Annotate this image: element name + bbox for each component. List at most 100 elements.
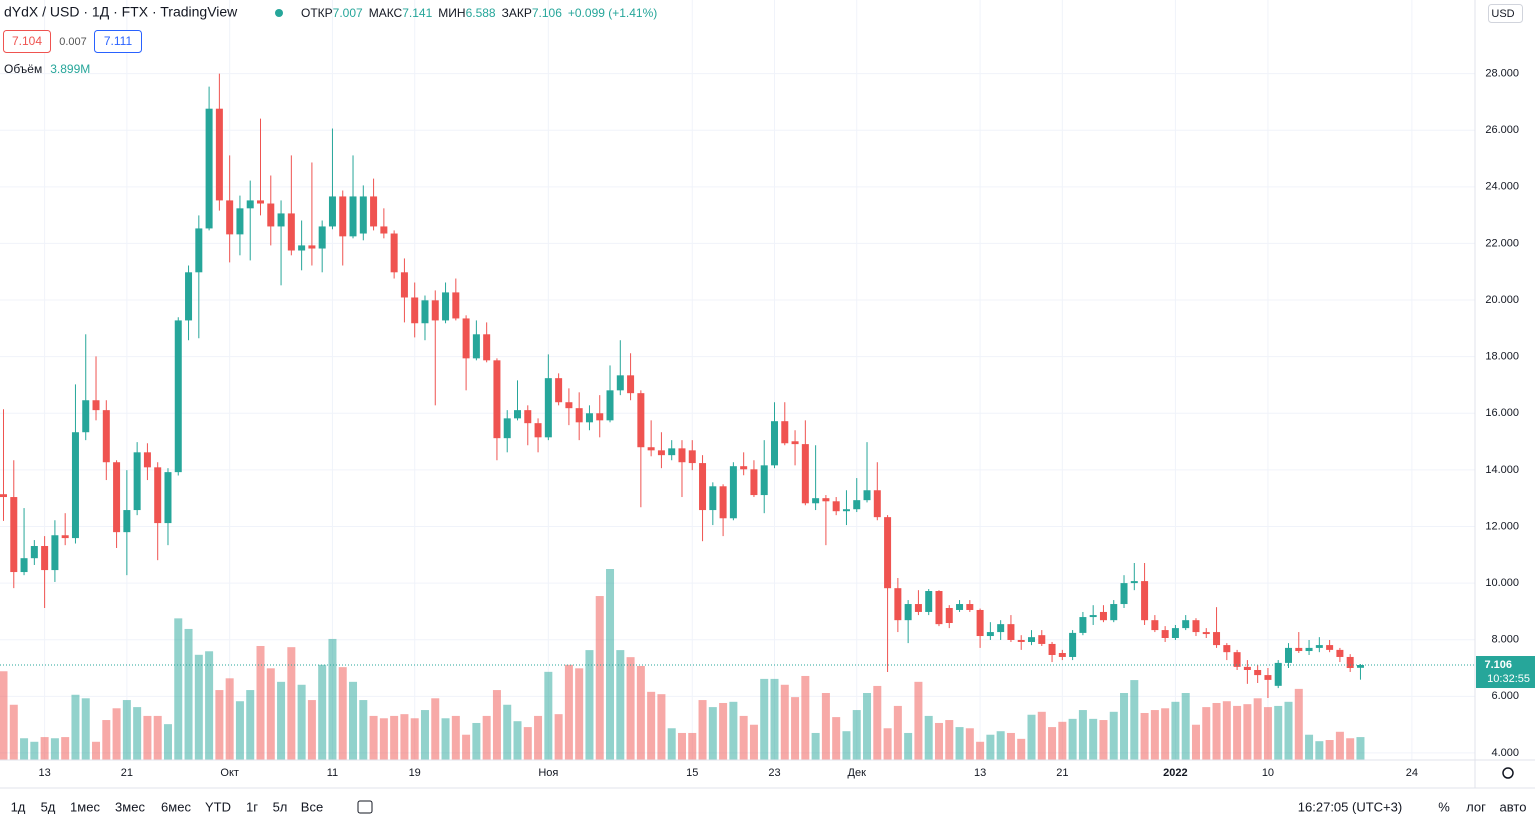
- range-button[interactable]: 5л: [273, 799, 288, 814]
- candle-body: [0, 494, 7, 498]
- candle-body: [30, 546, 38, 559]
- y-tick-label: 6.000: [1491, 690, 1519, 702]
- market-status[interactable]: [275, 9, 283, 17]
- candle-body: [606, 390, 614, 421]
- volume-bar: [626, 657, 635, 760]
- candle-body: [1069, 632, 1077, 657]
- range-button[interactable]: 5д: [41, 799, 56, 814]
- range-button[interactable]: 1г: [246, 799, 258, 814]
- candle-body: [781, 421, 789, 444]
- range-button[interactable]: 6мес: [161, 799, 191, 814]
- volume-bar: [71, 694, 80, 760]
- y-tick-label: 24.000: [1485, 181, 1519, 193]
- volume-bar: [688, 732, 697, 760]
- candle-body: [760, 465, 768, 496]
- volume-bar: [585, 650, 594, 760]
- volume-bar: [420, 710, 429, 760]
- candle-body: [822, 498, 830, 502]
- volume-bar: [1356, 737, 1365, 760]
- volume-bar: [102, 720, 111, 760]
- volume-bar: [677, 732, 686, 760]
- candle-body: [863, 490, 871, 501]
- volume-bar: [606, 569, 615, 760]
- candle-body: [914, 604, 922, 612]
- volume-bar: [462, 734, 471, 760]
- candle-body: [1305, 647, 1313, 652]
- y-tick-label: 12.000: [1485, 520, 1519, 532]
- ask: 7.111: [104, 34, 133, 48]
- ohlc-legend: ОТКР7.007 МАКС7.141 МИН6.588 ЗАКР7.106 +0.09…: [301, 6, 657, 20]
- volume-bar: [50, 738, 59, 760]
- candle-body: [195, 228, 203, 273]
- y-tick-label: 4.000: [1491, 747, 1519, 759]
- volume-bar: [1048, 727, 1057, 760]
- currency-button[interactable]: [1488, 4, 1523, 23]
- volume-bar: [934, 722, 943, 760]
- value: 3.899M: [50, 62, 90, 76]
- volume-bar: [61, 737, 70, 760]
- volume-bar: [873, 685, 882, 760]
- price-label: 7.106: [1484, 659, 1512, 671]
- range-button[interactable]: Все: [301, 799, 323, 814]
- range-button[interactable]: 1д: [11, 799, 26, 814]
- candle-body: [966, 604, 974, 610]
- candle-body: [524, 410, 532, 424]
- candle-body: [41, 546, 49, 571]
- volume-bar: [235, 701, 244, 760]
- volume-bar: [297, 684, 306, 760]
- volume-bar: [883, 728, 892, 760]
- volume-bar: [1274, 705, 1283, 760]
- volume-bar: [657, 694, 666, 760]
- volume-bar: [554, 714, 563, 760]
- settings-icon[interactable]: [1502, 767, 1514, 779]
- volume-bar: [986, 734, 995, 760]
- candle-body: [174, 320, 182, 473]
- label: ОТКР: [301, 6, 333, 20]
- volume-bar: [482, 715, 491, 760]
- candle-body: [442, 292, 450, 321]
- percent-toggle[interactable]: %: [1438, 799, 1450, 814]
- candle-body: [555, 378, 563, 403]
- candle-body: [164, 472, 172, 524]
- volume-bar: [1325, 740, 1334, 760]
- volume-bar: [1346, 738, 1355, 760]
- x-tick-label: 2022: [1163, 767, 1187, 779]
- volume-bar: [945, 720, 954, 760]
- volume-bar: [1068, 718, 1077, 760]
- range-button[interactable]: 1мес: [70, 799, 100, 814]
- candle-body: [61, 535, 69, 539]
- volume-bar: [544, 671, 553, 760]
- candle-body: [873, 490, 881, 518]
- volume-bar: [256, 645, 265, 760]
- volume-bar: [791, 697, 800, 760]
- candle-body: [1141, 581, 1149, 621]
- countdown: 10:32:55: [1487, 673, 1530, 685]
- candle-body: [1161, 630, 1169, 639]
- volume-bar: [636, 665, 645, 760]
- volume-bar: [1140, 712, 1149, 760]
- value: 6.588: [466, 6, 496, 20]
- volume-bar: [472, 722, 481, 760]
- candle-body: [956, 604, 964, 610]
- candle-body: [925, 591, 933, 612]
- volume-bar: [760, 678, 769, 760]
- candle-body: [215, 108, 223, 201]
- candle-body: [832, 501, 840, 512]
- candle-body: [884, 517, 892, 589]
- buy-box[interactable]: [94, 30, 142, 53]
- volume-bar: [1212, 702, 1221, 760]
- date-range-icon[interactable]: [357, 800, 373, 814]
- sell-box[interactable]: [3, 30, 51, 53]
- range-button[interactable]: 3мес: [115, 799, 145, 814]
- volume-bar: [534, 715, 543, 760]
- auto-toggle[interactable]: авто: [1500, 799, 1527, 814]
- candle-body: [380, 226, 388, 234]
- volume-bar: [1181, 693, 1190, 760]
- range-button[interactable]: YTD: [205, 799, 231, 814]
- x-tick-label: 11: [327, 767, 338, 779]
- candle-body: [801, 444, 809, 504]
- log-toggle[interactable]: лог: [1466, 799, 1486, 814]
- volume-bar: [369, 715, 378, 760]
- candle-body: [328, 196, 336, 227]
